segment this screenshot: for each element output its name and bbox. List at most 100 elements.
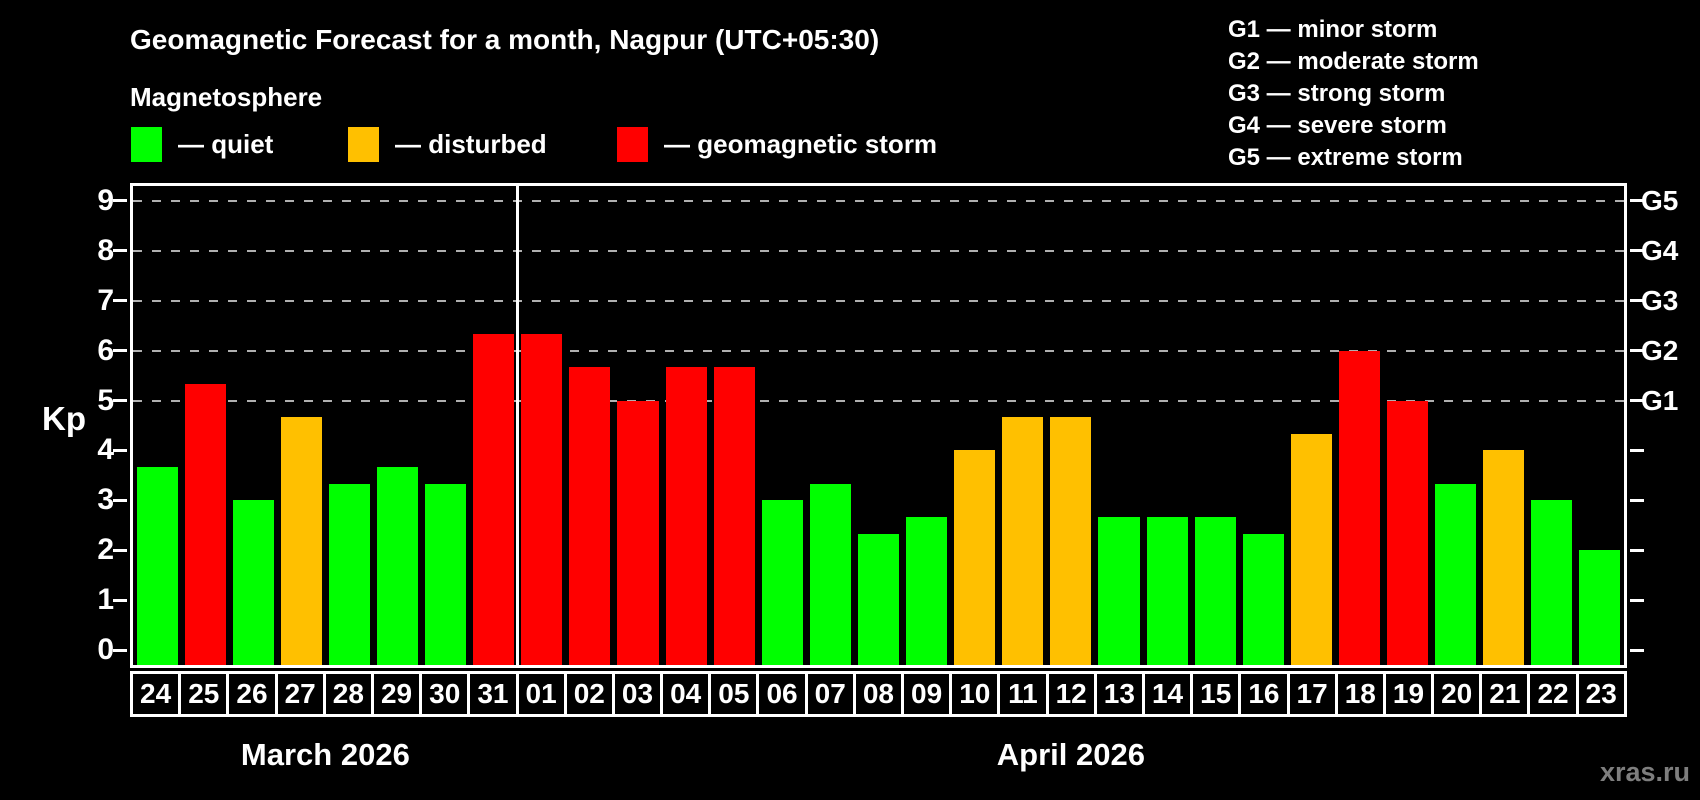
y-tick-label-8: 8 bbox=[97, 233, 114, 267]
y-axis-tick-left bbox=[113, 648, 127, 652]
g-scale-legend-line: G3 — strong storm bbox=[1228, 80, 1446, 107]
plot-area bbox=[113, 183, 1644, 668]
kp-bar-24 bbox=[136, 466, 178, 665]
kp-bar-20 bbox=[1435, 483, 1477, 665]
y-axis-tick-right bbox=[1630, 548, 1644, 552]
kp-bar-12 bbox=[1050, 416, 1092, 665]
y-axis-tick-left bbox=[113, 598, 127, 602]
kp-bar-29 bbox=[376, 466, 419, 665]
month-label: March 2026 bbox=[240, 737, 410, 772]
y-axis-tick-left bbox=[113, 548, 127, 552]
date-cell-05: 05 bbox=[711, 674, 760, 714]
y-tick-label-1: 1 bbox=[97, 583, 114, 617]
g-scale-legend-line: G5 — extreme storm bbox=[1228, 144, 1463, 171]
kp-bar-23 bbox=[1579, 550, 1621, 665]
month-separator-line bbox=[516, 186, 520, 665]
y-axis-tick-right bbox=[1630, 598, 1644, 602]
chart-title: Geomagnetic Forecast for a month, Nagpur… bbox=[130, 24, 880, 55]
y-axis-tick-left bbox=[113, 249, 127, 253]
date-cell-24: 24 bbox=[133, 674, 182, 714]
y-axis-tick-right bbox=[1630, 349, 1644, 353]
y-tick-label-6: 6 bbox=[97, 333, 114, 367]
date-cell-25: 25 bbox=[181, 674, 230, 714]
date-cell-27: 27 bbox=[278, 674, 326, 714]
g-axis-label-G2: G2 bbox=[1641, 334, 1679, 366]
y-axis-title: Kp bbox=[42, 400, 86, 437]
g-scale-legend-line: G4 — severe storm bbox=[1228, 112, 1447, 139]
disturbed-color-swatch bbox=[348, 126, 379, 162]
kp-bar-22 bbox=[1531, 500, 1573, 665]
g-axis-label-G1: G1 bbox=[1641, 384, 1679, 416]
gridline-kp9 bbox=[133, 199, 1624, 202]
kp-bar-07 bbox=[809, 483, 851, 665]
quiet-color-swatch bbox=[131, 126, 162, 162]
storm-color-swatch bbox=[617, 126, 648, 162]
date-cell-08: 08 bbox=[856, 674, 904, 714]
y-tick-label-9: 9 bbox=[97, 183, 114, 217]
g-scale-legend-line: G1 — minor storm bbox=[1228, 16, 1438, 43]
date-cell-09: 09 bbox=[904, 674, 953, 714]
date-cell-07: 07 bbox=[808, 674, 856, 714]
kp-bar-09 bbox=[906, 516, 948, 665]
legend-item-label: — quiet bbox=[178, 128, 274, 159]
kp-bar-17 bbox=[1290, 433, 1332, 665]
kp-bar-04 bbox=[665, 367, 707, 665]
kp-bar-10 bbox=[954, 450, 996, 665]
watermark: xras.ru bbox=[1599, 757, 1690, 787]
y-axis-tick-right bbox=[1630, 249, 1644, 253]
date-cell-15: 15 bbox=[1193, 674, 1242, 714]
kp-bar-27 bbox=[280, 416, 322, 665]
kp-bar-16 bbox=[1242, 533, 1284, 665]
g-scale-legend-line: G2 — moderate storm bbox=[1228, 48, 1479, 75]
legend-item-storm: — geomagnetic storm bbox=[617, 126, 937, 162]
date-cell-20: 20 bbox=[1434, 674, 1483, 714]
date-cell-29: 29 bbox=[374, 674, 423, 714]
date-cell-12: 12 bbox=[1049, 674, 1097, 714]
kp-bar-01 bbox=[521, 334, 563, 665]
date-cell-22: 22 bbox=[1530, 674, 1579, 714]
y-axis-tick-right bbox=[1630, 299, 1644, 303]
kp-bar-06 bbox=[761, 500, 803, 665]
date-cell-16: 16 bbox=[1241, 674, 1290, 714]
kp-bar-02 bbox=[569, 367, 611, 665]
date-cell-01: 01 bbox=[519, 674, 567, 714]
y-tick-label-3: 3 bbox=[97, 483, 114, 517]
date-cell-28: 28 bbox=[326, 674, 374, 714]
g-axis-label-G4: G4 bbox=[1641, 234, 1679, 266]
g-axis-label-G5: G5 bbox=[1641, 184, 1679, 216]
magnetosphere-label: Magnetosphere bbox=[130, 82, 323, 112]
y-tick-label-7: 7 bbox=[97, 283, 114, 317]
y-axis-tick-right bbox=[1630, 648, 1644, 652]
y-axis-tick-left bbox=[113, 299, 127, 303]
date-cell-31: 31 bbox=[470, 674, 519, 714]
gridline-kp8 bbox=[133, 249, 1624, 252]
date-cell-04: 04 bbox=[663, 674, 712, 714]
kp-bar-08 bbox=[857, 533, 900, 665]
kp-bar-21 bbox=[1483, 450, 1525, 665]
date-cell-14: 14 bbox=[1145, 674, 1194, 714]
gridline-kp7 bbox=[133, 299, 1624, 302]
legend-item-label: — disturbed bbox=[395, 128, 547, 159]
date-cell-21: 21 bbox=[1482, 674, 1531, 714]
date-cell-18: 18 bbox=[1338, 674, 1386, 714]
legend-item-disturbed: — disturbed bbox=[348, 126, 547, 162]
y-axis-tick-left bbox=[113, 498, 127, 502]
kp-bar-05 bbox=[713, 367, 755, 665]
kp-bar-28 bbox=[328, 483, 370, 665]
date-cell-10: 10 bbox=[952, 674, 1001, 714]
legend-item-label: — geomagnetic storm bbox=[664, 128, 938, 159]
kp-bar-15 bbox=[1194, 516, 1236, 665]
y-axis-tick-right bbox=[1630, 199, 1644, 203]
month-label: April 2026 bbox=[996, 737, 1145, 772]
kp-bar-31 bbox=[473, 334, 515, 665]
date-axis: 24 25 26 27 28 29 30 31 01 02 03 04 05 06 07 08 09 10 11 12… bbox=[130, 671, 1627, 717]
date-cell-06: 06 bbox=[759, 674, 808, 714]
kp-bar-14 bbox=[1146, 516, 1188, 665]
date-cell-23: 23 bbox=[1585, 678, 1617, 709]
y-axis-tick-left bbox=[113, 399, 127, 402]
date-cell-30: 30 bbox=[422, 674, 471, 714]
y-axis-tick-left bbox=[113, 448, 127, 452]
y-axis-tick-right bbox=[1630, 498, 1644, 502]
date-cell-17: 17 bbox=[1290, 674, 1338, 714]
